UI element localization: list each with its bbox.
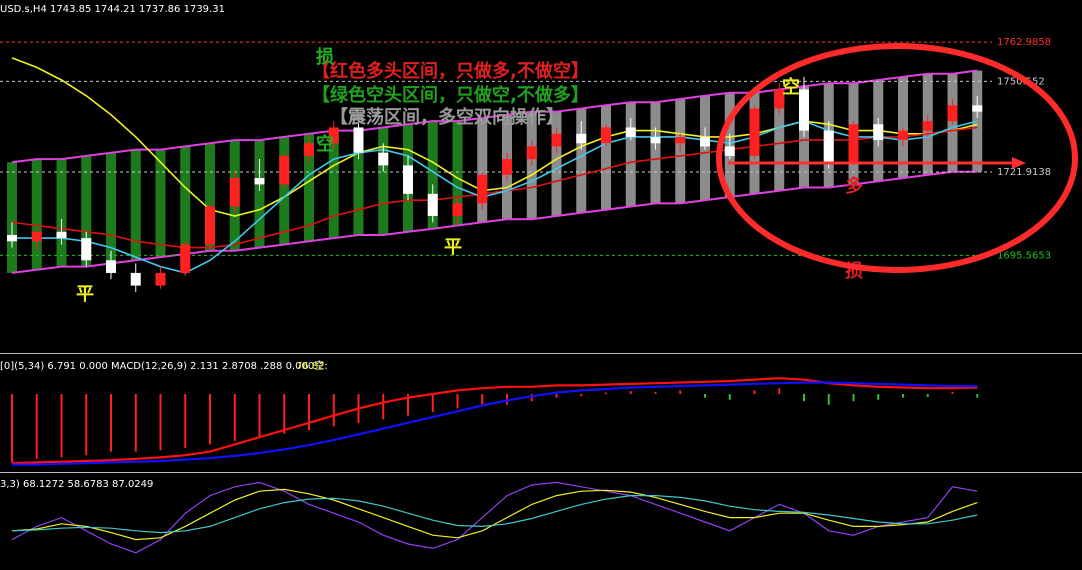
indicator-line xyxy=(12,120,978,274)
annotation: 空 xyxy=(316,133,334,155)
band-bar xyxy=(625,102,636,207)
band-bar xyxy=(31,159,42,270)
band-bar xyxy=(551,111,562,217)
candle-body xyxy=(848,124,859,163)
band-bar xyxy=(601,105,611,210)
band-bar xyxy=(155,149,166,258)
candle-body xyxy=(31,231,42,242)
panel-title: [0](5,34) 6.791 0.000 MACD(12,26,9) 2.13… xyxy=(0,359,328,372)
candle-body xyxy=(947,105,958,122)
indicator-line xyxy=(11,69,978,164)
annotation: 空 xyxy=(782,76,800,98)
candle-body xyxy=(328,127,339,144)
band-bar xyxy=(7,162,17,273)
candle-body xyxy=(56,231,67,239)
highlight-ellipse xyxy=(716,43,1078,273)
candle-body xyxy=(601,127,611,144)
indicator-line xyxy=(11,495,978,534)
band-bar xyxy=(477,117,488,223)
annotation: 多 xyxy=(845,175,863,197)
candle-body xyxy=(551,133,562,147)
indicator-line xyxy=(11,126,978,249)
band-bar xyxy=(774,89,785,191)
candle-body xyxy=(650,136,661,144)
candle-body xyxy=(724,146,735,156)
candle-body xyxy=(353,127,364,153)
candle-body xyxy=(304,143,314,156)
annotation: 损 xyxy=(316,46,334,68)
band-bar xyxy=(353,130,364,235)
band-bar xyxy=(130,149,141,261)
candle-body xyxy=(576,133,587,144)
candle-body xyxy=(526,146,537,160)
candle-body xyxy=(799,89,809,131)
band-bar xyxy=(180,146,191,254)
annotation: 【绿色空头区间，只做空,不做多】 xyxy=(312,84,589,106)
candle-body xyxy=(106,260,116,273)
band-bar xyxy=(427,121,438,229)
level-label: 1762.9858 xyxy=(997,37,1051,48)
candle-body xyxy=(625,127,636,137)
candle-body xyxy=(873,124,884,141)
candle-body xyxy=(155,272,166,286)
band-bar xyxy=(81,155,92,267)
candle-body xyxy=(749,108,760,156)
candle-body xyxy=(972,105,983,112)
plot-layer: 1762.9858 1750.552 1721.9138 1695.5653 USD.s… xyxy=(0,4,1051,554)
band-bar xyxy=(452,121,463,226)
level-label: 1721.9138 xyxy=(997,167,1051,178)
candle-body xyxy=(229,178,240,207)
candle-body xyxy=(403,165,413,194)
candle-body xyxy=(898,130,908,141)
band-bar xyxy=(205,143,215,251)
band-bar xyxy=(106,152,116,264)
candle-body xyxy=(452,203,463,217)
band-bar xyxy=(328,130,339,239)
candle-body xyxy=(427,193,438,217)
level-label: 1750.552 xyxy=(997,76,1045,87)
candle-body xyxy=(477,174,488,204)
candle-body xyxy=(254,178,265,185)
annotation: 平 xyxy=(444,237,462,258)
candle-body xyxy=(922,121,933,131)
band-bar xyxy=(279,136,290,245)
candle-body xyxy=(502,159,512,175)
candle-body xyxy=(81,238,92,261)
chart-title: USD.s,H4 1743.85 1744.21 1737.86 1739.31 xyxy=(0,4,225,15)
panel-subtitle: 76.82 xyxy=(296,361,325,372)
level-label: 1695.5653 xyxy=(997,250,1051,261)
candle-body xyxy=(774,89,785,109)
indicator-line xyxy=(12,381,978,466)
annotation: 【震荡区间，多空双向操作】 xyxy=(330,106,564,128)
candle-body xyxy=(130,272,141,286)
candle-body xyxy=(180,244,191,273)
indicator-line xyxy=(11,170,978,274)
panel-title: 3,3) 68.1272 58.6783 87.0249 xyxy=(0,479,153,490)
band-bar xyxy=(254,140,265,248)
candle-body xyxy=(823,130,834,163)
arrow-head xyxy=(1012,157,1026,169)
candle-body xyxy=(205,206,215,245)
band-bar xyxy=(56,159,67,267)
band-bar xyxy=(378,127,389,235)
candle-body xyxy=(675,136,686,144)
annotation: 【红色多头区间，只做多,不做空】 xyxy=(312,60,589,82)
candle-body xyxy=(700,136,710,147)
indicator-line xyxy=(11,481,978,554)
band-bar xyxy=(304,133,314,242)
annotation: 平 xyxy=(76,284,94,305)
band-bar xyxy=(576,108,587,213)
candle-body xyxy=(378,152,389,166)
candle-body xyxy=(7,234,17,242)
indicator-line xyxy=(11,57,978,217)
candle-body xyxy=(279,155,290,185)
band-bar xyxy=(650,102,661,204)
